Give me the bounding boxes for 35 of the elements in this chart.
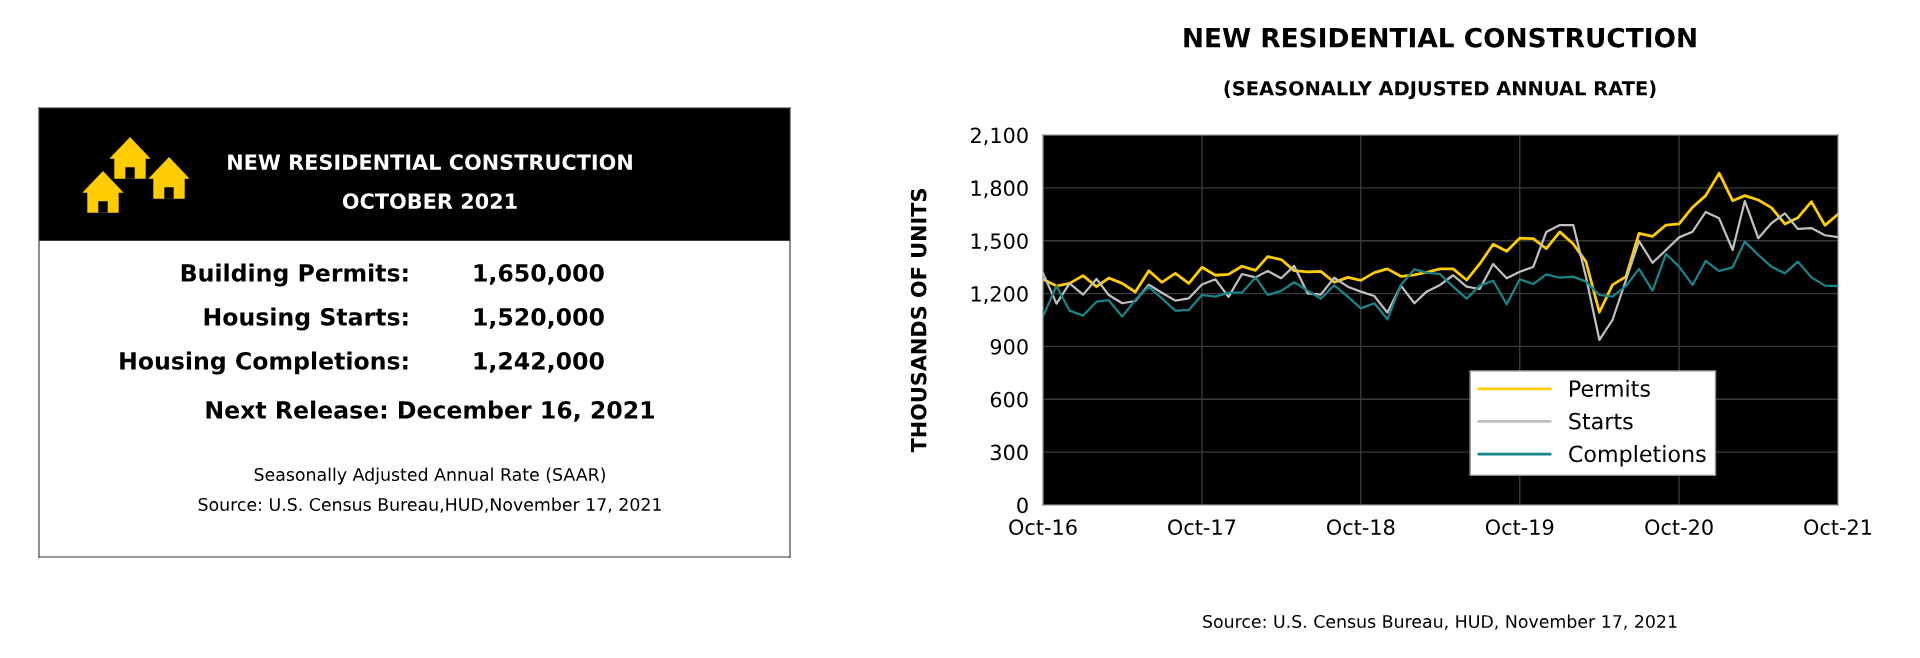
y-tick-label: 300 xyxy=(990,444,1028,461)
text: Next Release: December 16, 2021 xyxy=(206,400,654,422)
text: Housing Starts: xyxy=(204,307,408,331)
text: NEW RESIDENTIAL CONSTRUCTION xyxy=(228,154,632,171)
line-series xyxy=(1043,199,1838,342)
chart-subtitle: (SEASONALLY ADJUSTED ANNUAL RATE) xyxy=(1224,80,1656,100)
text: 1,650,000 xyxy=(474,263,604,285)
chart-title: NEW RESIDENTIAL CONSTRUCTION xyxy=(1184,27,1696,48)
source-note: Source: U.S. Census Bureau,HUD,November 17, 2021 xyxy=(198,497,661,513)
y-tick-label: 1,500 xyxy=(971,233,1028,252)
x-tick-label: Oct-18 xyxy=(1326,519,1395,536)
x-tick-label: Oct-19 xyxy=(1485,519,1554,536)
x-tick-label: Oct-21 xyxy=(1804,519,1872,536)
line-series xyxy=(1043,171,1838,314)
legend-label: Permits xyxy=(1570,379,1650,397)
line-series xyxy=(1043,240,1838,321)
text: 1,520,000 xyxy=(474,307,604,329)
y-tick-label: 900 xyxy=(990,338,1028,355)
x-tick-label: Oct-16 xyxy=(1009,519,1077,536)
y-tick-label: 600 xyxy=(990,391,1028,408)
text: Housing Completions: xyxy=(120,351,408,375)
text: 1,242,000 xyxy=(474,351,604,373)
text: OCTOBER 2021 xyxy=(342,193,517,210)
source-note: Source: U.S. Census Bureau, HUD, November 17, 2021 xyxy=(1203,614,1677,630)
text: Seasonally Adjusted Annual Rate (SAAR) xyxy=(254,467,605,485)
y-tick-label: 1,800 xyxy=(971,180,1028,199)
y-tick-label: 2,100 xyxy=(971,127,1028,146)
x-tick-label: Oct-17 xyxy=(1168,519,1236,536)
text: Building Permits: xyxy=(181,263,408,287)
y-axis-title: THOUSANDS OF UNITS xyxy=(910,189,927,453)
y-tick-label: 1,200 xyxy=(971,286,1028,304)
legend-label: Starts xyxy=(1569,412,1633,430)
x-tick-label: Oct-20 xyxy=(1645,519,1713,536)
y-tick-label: 0 xyxy=(1017,497,1028,514)
legend-label: Completions xyxy=(1569,444,1706,467)
